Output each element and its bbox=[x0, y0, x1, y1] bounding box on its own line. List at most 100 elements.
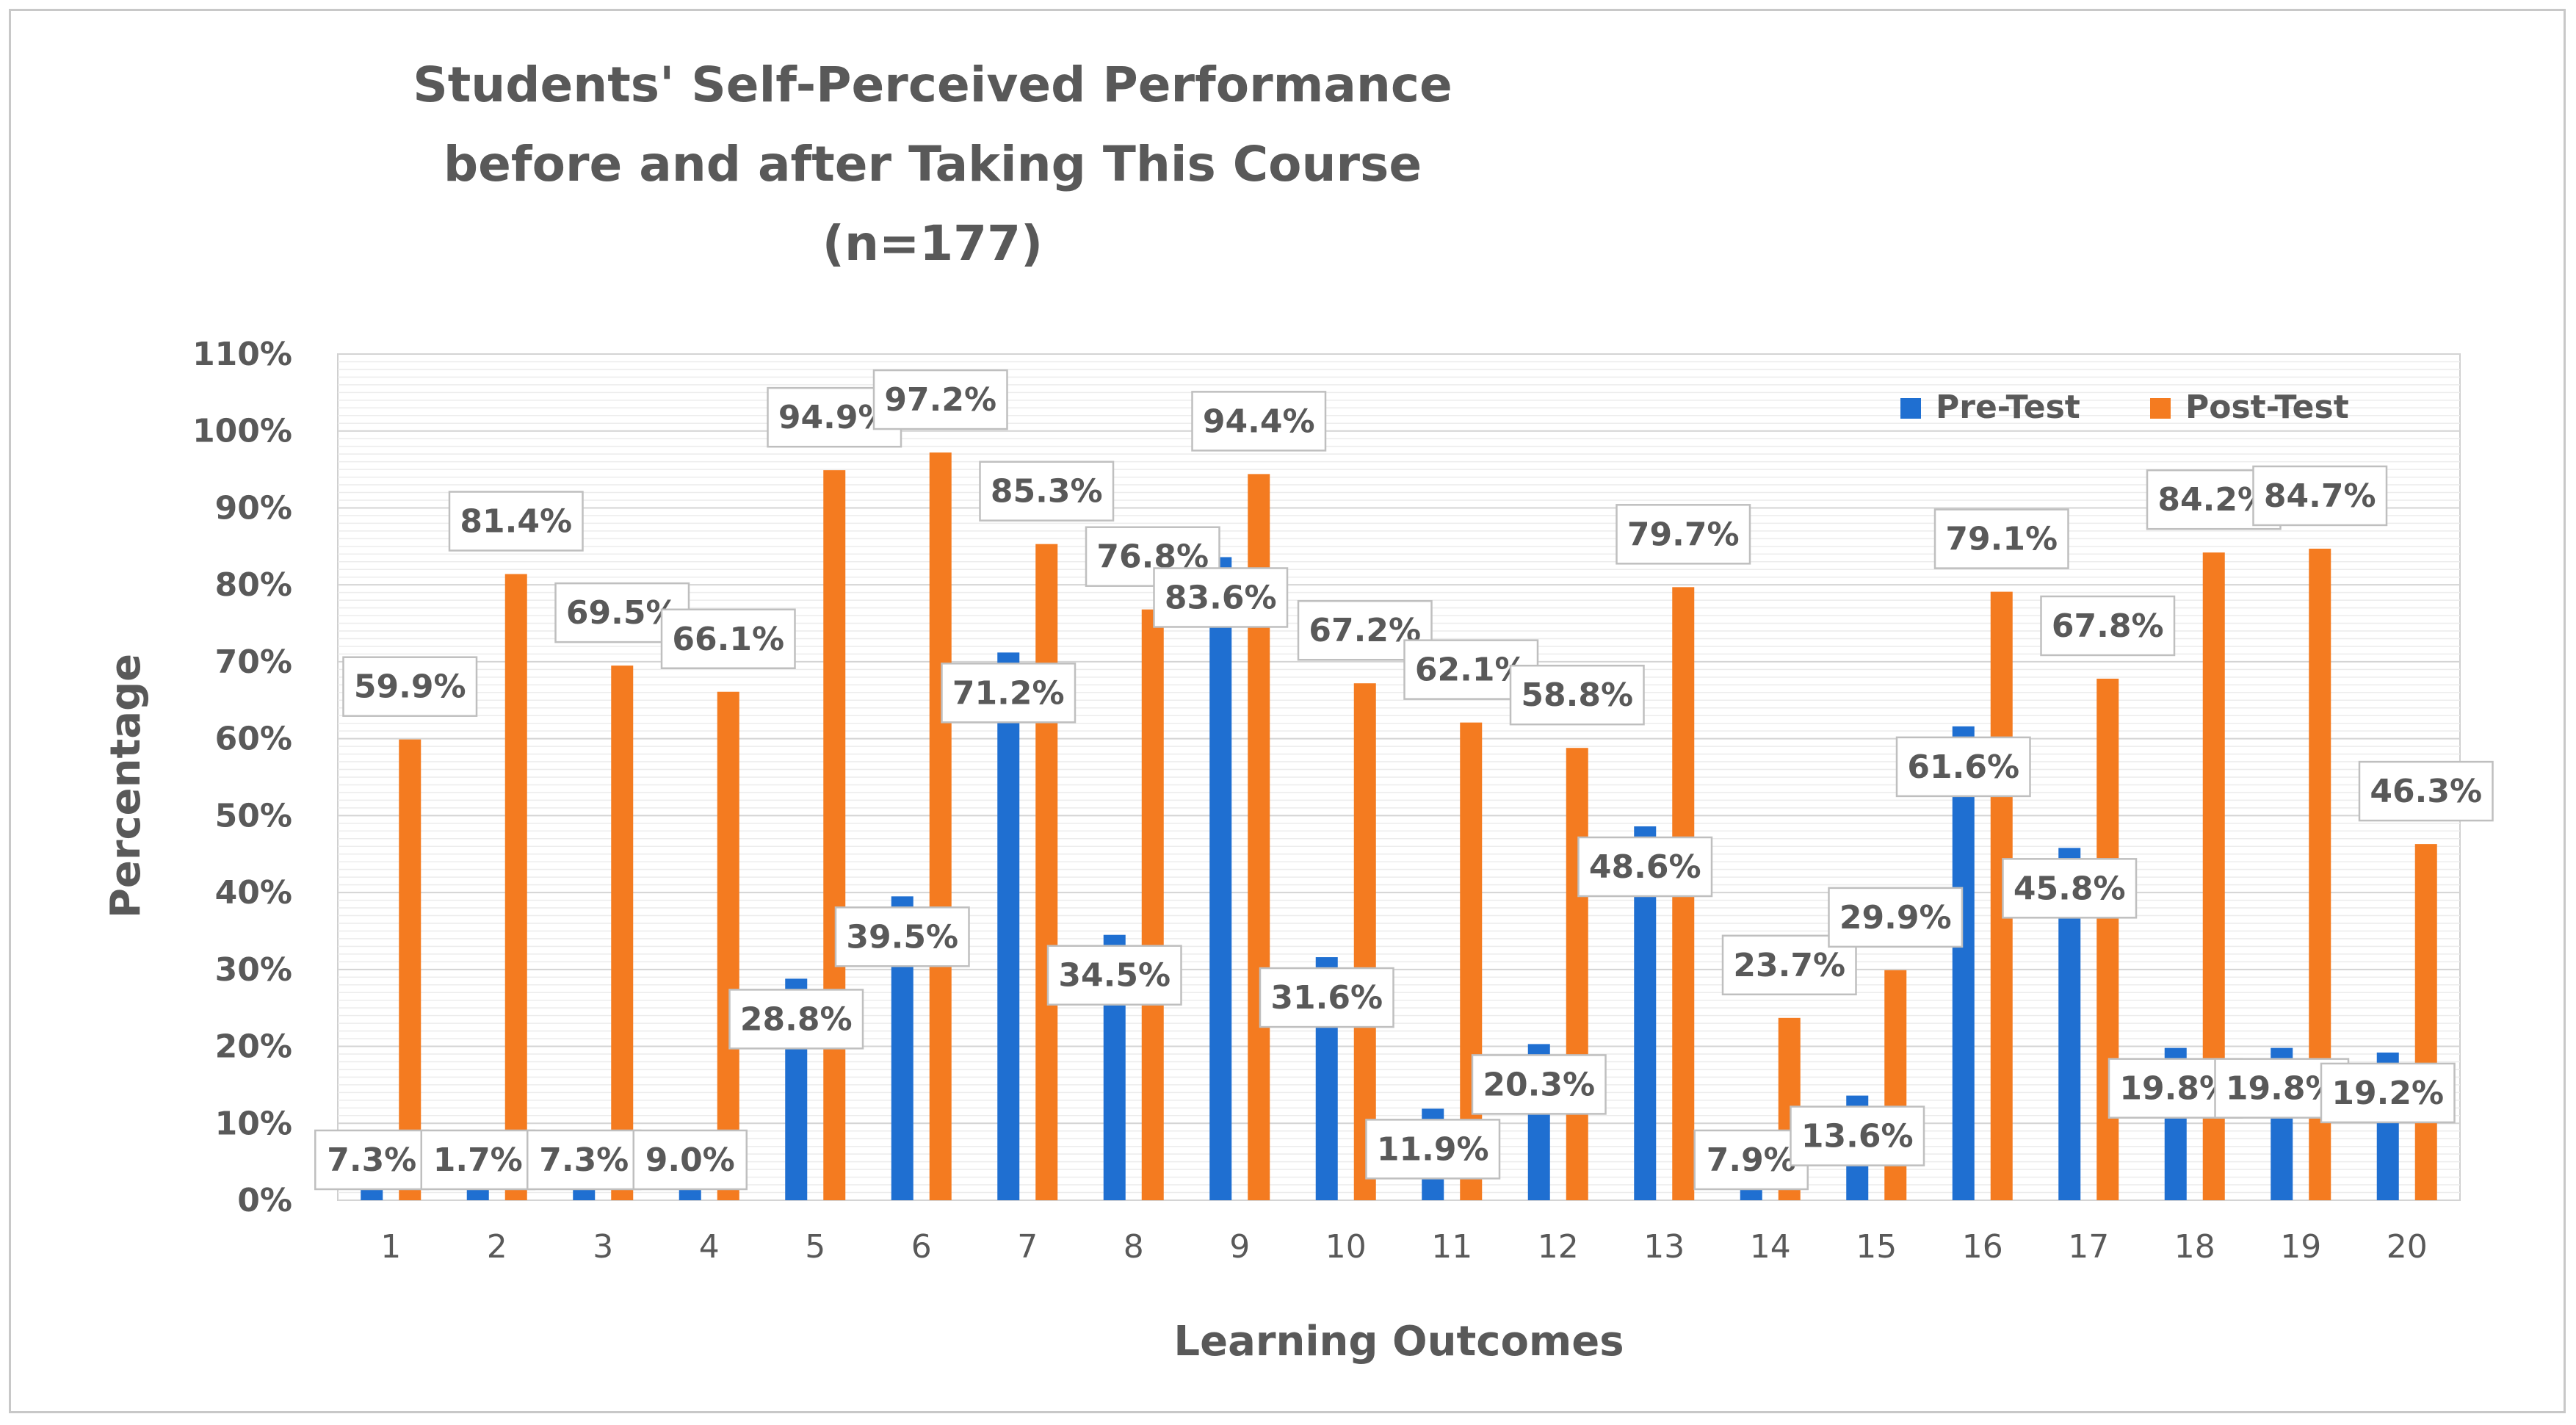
data-label-post-test-box bbox=[1616, 504, 1751, 565]
data-label-pre-test: 7.3% bbox=[527, 1129, 642, 1191]
data-label-post-test-text: 97.2% bbox=[884, 381, 996, 419]
chart-title-line-1: Students' Self-Perceived Performance bbox=[413, 57, 1452, 113]
y-tick-label: 30% bbox=[215, 951, 292, 989]
data-label-pre-test-text: 9.0% bbox=[645, 1141, 735, 1179]
data-label-pre-test-text: 83.6% bbox=[1165, 579, 1277, 616]
data-label-pre-test-text: 39.5% bbox=[846, 918, 958, 956]
data-label-pre-test: 13.6% bbox=[1790, 1105, 1925, 1166]
data-label-pre-test-box bbox=[632, 1129, 748, 1191]
x-tick-label: 19 bbox=[2280, 1228, 2321, 1266]
data-label-pre-test: 61.6% bbox=[1895, 736, 2031, 798]
data-label-pre-test-text: 7.3% bbox=[539, 1141, 629, 1179]
data-label-post-test-box bbox=[660, 608, 796, 670]
bar-pre-test bbox=[1209, 557, 1232, 1200]
legend-swatch-post-test bbox=[2150, 398, 2171, 419]
data-label-pre-test: 7.3% bbox=[314, 1129, 430, 1191]
data-label-post-test: 76.8% bbox=[1085, 526, 1220, 587]
data-label-post-test: 58.8% bbox=[1509, 664, 1645, 726]
data-label-post-test-box bbox=[872, 369, 1008, 430]
data-label-post-test-text: 69.5% bbox=[566, 594, 679, 632]
x-axis-title: Learning Outcomes bbox=[1173, 1318, 1624, 1366]
data-label-pre-test: 20.3% bbox=[1471, 1054, 1607, 1115]
data-label-pre-test-text: 13.6% bbox=[1801, 1118, 1914, 1155]
data-label-post-test-box bbox=[1085, 526, 1220, 587]
bar-post-test bbox=[717, 691, 739, 1200]
data-label-pre-test-text: 45.8% bbox=[2014, 870, 2126, 907]
data-label-post-test-box bbox=[2252, 465, 2388, 527]
data-label-pre-test-text: 11.9% bbox=[1377, 1130, 1489, 1168]
data-label-post-test-box bbox=[2040, 595, 2176, 657]
y-tick-label: 20% bbox=[215, 1028, 292, 1066]
data-label-post-test-box bbox=[2358, 760, 2494, 822]
y-tick-label: 110% bbox=[192, 336, 292, 373]
data-label-pre-test: 9.0% bbox=[632, 1129, 748, 1191]
data-label-post-test-text: 58.8% bbox=[1521, 677, 1633, 714]
data-label-pre-test-box bbox=[1365, 1119, 1501, 1180]
legend-swatch-pre-test bbox=[1900, 398, 1921, 419]
data-label-post-test: 79.7% bbox=[1616, 504, 1751, 565]
x-tick-label: 6 bbox=[911, 1228, 932, 1266]
data-label-post-test-text: 62.1% bbox=[1415, 652, 1527, 689]
data-label-pre-test-box bbox=[834, 906, 970, 967]
legend-label-pre-test: Pre-Test bbox=[1936, 389, 2080, 426]
data-label-pre-test-box bbox=[1259, 967, 1394, 1028]
bar-post-test bbox=[2096, 678, 2119, 1200]
data-label-post-test-box bbox=[1509, 664, 1645, 726]
y-tick-label: 0% bbox=[237, 1182, 292, 1219]
bar-post-test bbox=[823, 470, 846, 1200]
x-tick-label: 10 bbox=[1325, 1228, 1367, 1266]
data-label-pre-test-box bbox=[1895, 736, 2031, 798]
x-tick-label: 2 bbox=[487, 1228, 507, 1266]
data-label-post-test-text: 94.4% bbox=[1203, 403, 1315, 440]
bar-pre-test bbox=[466, 1187, 489, 1200]
data-label-pre-test-box bbox=[728, 989, 864, 1050]
x-tick-label: 5 bbox=[805, 1228, 825, 1266]
x-tick-label: 18 bbox=[2174, 1228, 2215, 1266]
data-label-post-test-box bbox=[979, 461, 1115, 522]
data-label-pre-test-text: 7.9% bbox=[1707, 1141, 1796, 1179]
data-label-pre-test-box bbox=[2002, 858, 2138, 919]
bar-post-test bbox=[929, 452, 952, 1200]
data-label-post-test-box bbox=[448, 491, 584, 552]
data-label-pre-test-text: 61.6% bbox=[1907, 748, 2019, 786]
data-label-post-test: 67.8% bbox=[2040, 595, 2176, 657]
x-tick-label: 11 bbox=[1431, 1228, 1472, 1266]
data-label-post-test-text: 29.9% bbox=[1839, 899, 1952, 937]
data-label-pre-test-box bbox=[1577, 836, 1713, 898]
x-tick-label: 3 bbox=[593, 1228, 613, 1266]
data-label-pre-test-text: 7.3% bbox=[327, 1141, 416, 1179]
data-label-post-test: 46.3% bbox=[2358, 760, 2494, 822]
y-tick-label: 80% bbox=[215, 566, 292, 604]
data-label-post-test: 23.7% bbox=[1721, 934, 1857, 996]
data-label-pre-test-box bbox=[1153, 567, 1289, 628]
x-tick-label: 20 bbox=[2387, 1228, 2428, 1266]
bar-post-test bbox=[399, 739, 422, 1200]
data-label-pre-test-box bbox=[1471, 1054, 1607, 1115]
chart-title: Students' Self-Perceived Performance bef… bbox=[0, 46, 1865, 284]
data-labels: 7.3% 59.9% 1.7% 81.4% 7.3% 69.5% 9.0% 66.1% 28.8… bbox=[314, 369, 2494, 1191]
y-tick-label: 100% bbox=[192, 413, 292, 450]
data-label-post-test-text: 67.2% bbox=[1309, 612, 1421, 649]
data-label-pre-test-box bbox=[941, 663, 1077, 724]
data-label-pre-test: 28.8% bbox=[728, 989, 864, 1050]
data-label-post-test-text: 79.7% bbox=[1627, 516, 1740, 553]
x-tick-label: 16 bbox=[1962, 1228, 2003, 1266]
data-label-post-test-text: 84.2% bbox=[2157, 481, 2270, 519]
data-label-pre-test: 83.6% bbox=[1153, 567, 1289, 628]
data-label-post-test: 29.9% bbox=[1828, 887, 1964, 948]
x-tick-label: 4 bbox=[699, 1228, 720, 1266]
data-label-pre-test: 45.8% bbox=[2002, 858, 2138, 919]
legend-label-post-test: Post-Test bbox=[2185, 389, 2349, 426]
data-label-post-test: 85.3% bbox=[979, 461, 1115, 522]
data-label-pre-test-text: 71.2% bbox=[952, 674, 1065, 712]
data-label-post-test-text: 59.9% bbox=[354, 668, 466, 706]
y-axis-ticks: 0% 10% 20% 30% 40% 50% 60% 70% 80% 90% 100% 110% bbox=[192, 336, 292, 1219]
bar-pre-test bbox=[1952, 726, 1975, 1200]
bar-post-test bbox=[1566, 748, 1588, 1200]
data-label-post-test-text: 46.3% bbox=[2370, 773, 2482, 810]
data-label-post-test: 59.9% bbox=[342, 656, 478, 717]
data-label-post-test: 66.1% bbox=[660, 608, 796, 670]
x-tick-label: 14 bbox=[1750, 1228, 1791, 1266]
data-label-post-test-text: 79.1% bbox=[1945, 521, 2058, 558]
data-label-pre-test: 7.9% bbox=[1693, 1129, 1809, 1191]
